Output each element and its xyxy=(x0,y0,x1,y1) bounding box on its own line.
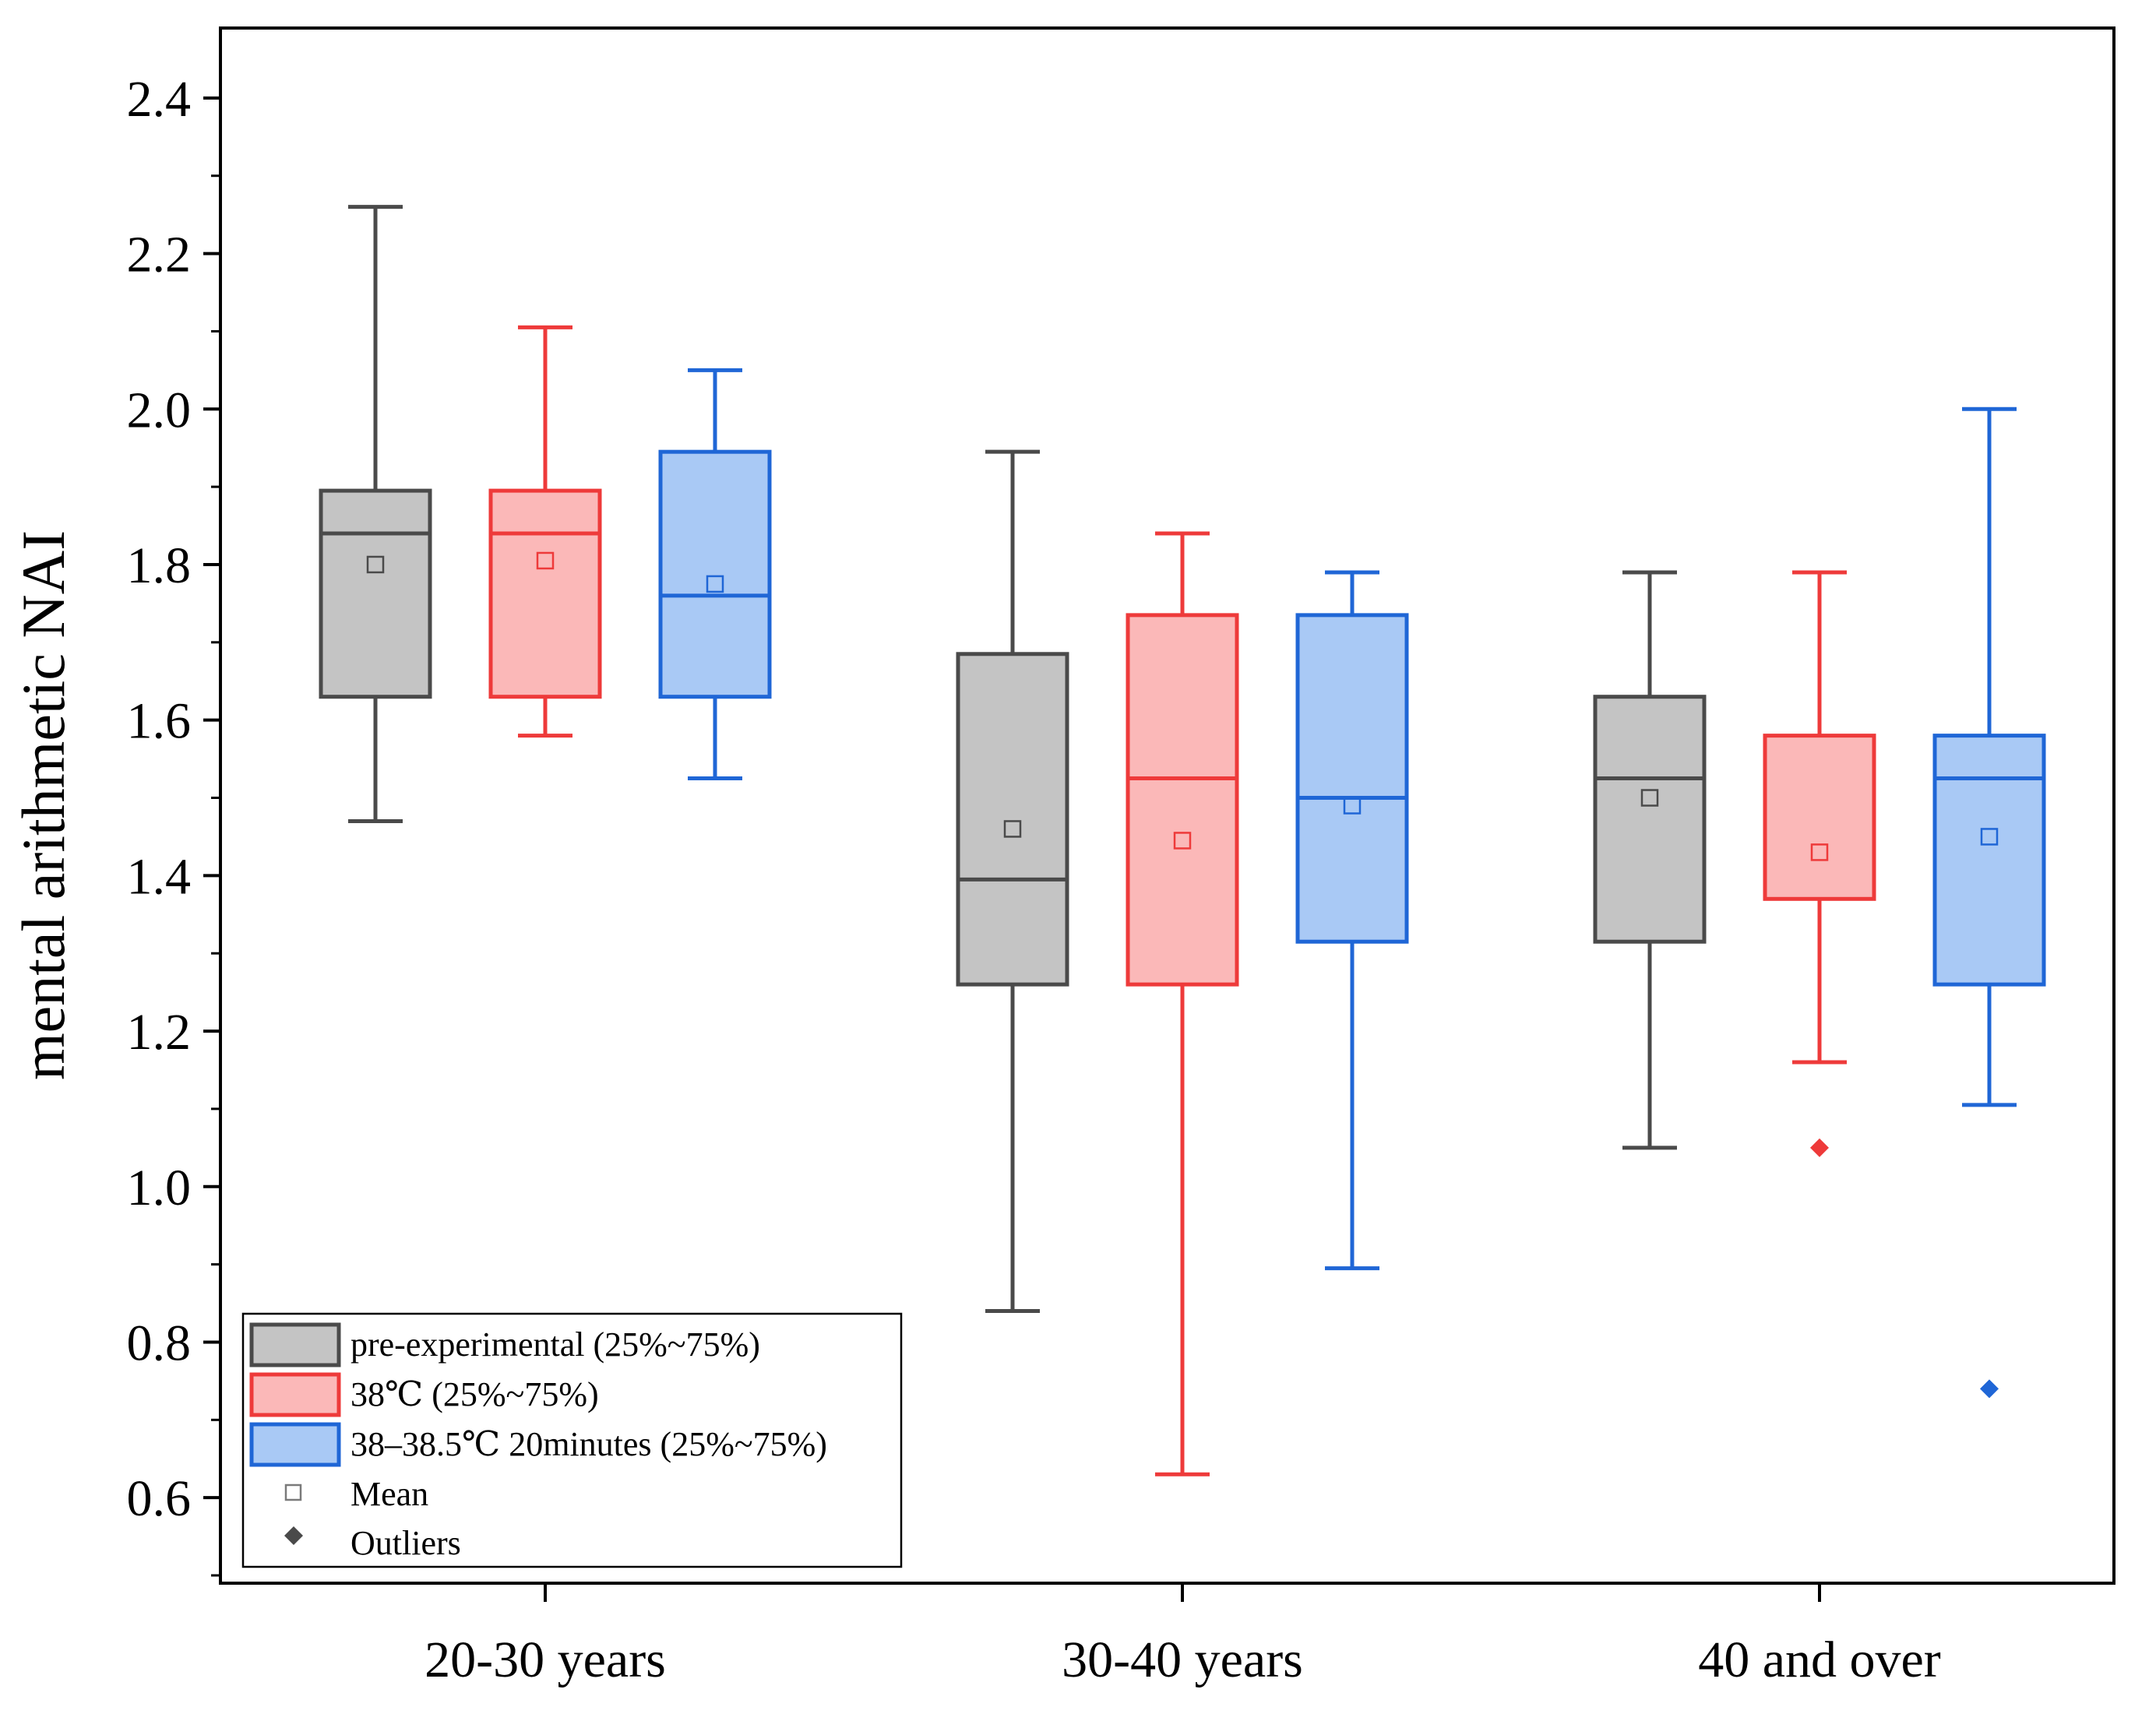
legend-item-mean: Mean xyxy=(284,1475,428,1513)
mean-marker xyxy=(1003,820,1022,838)
iqr-box xyxy=(488,488,602,699)
legend-label-38c: 38℃ (25%~75%) xyxy=(351,1375,599,1413)
x-category-label: 20-30 years xyxy=(425,1631,666,1688)
legend-label-mean: Mean xyxy=(351,1475,428,1513)
legend-item-outliers: Outliers xyxy=(284,1524,461,1562)
box-2-3 xyxy=(1763,570,1876,1157)
mean-marker xyxy=(1173,832,1192,850)
box-3-2 xyxy=(1295,570,1409,1271)
mean-marker xyxy=(1810,843,1829,861)
x-axis: 20-30 years 30-40 years 40 and over xyxy=(425,1583,1941,1688)
outlier-marker xyxy=(1980,1379,1999,1399)
iqr-box xyxy=(1126,613,1239,987)
y-tick-label: 1.2 xyxy=(127,1004,192,1061)
box-3-3 xyxy=(1932,407,2046,1399)
outlier-marker xyxy=(1810,1138,1829,1157)
legend: pre-experimental (25%~75%) 38℃ (25%~75%)… xyxy=(241,1312,903,1568)
mean-marker xyxy=(1980,828,1999,846)
legend-label-38-38-5c-20minutes: 38–38.5℃ 20minutes (25%~75%) xyxy=(351,1425,827,1463)
y-axis: 0.6 0.8 1.0 1.2 1.4 1.6 1.8 2.0 2.2 2.4 xyxy=(127,71,220,1577)
mean-marker xyxy=(366,555,385,574)
legend-frame xyxy=(241,1312,903,1568)
y-tick-label: 2.2 xyxy=(127,227,192,283)
legend-item-pre-experimental: pre-experimental (25%~75%) xyxy=(249,1322,760,1367)
box-3-1 xyxy=(658,368,772,781)
legend-label-pre-experimental: pre-experimental (25%~75%) xyxy=(351,1325,760,1364)
iqr-box xyxy=(956,652,1069,987)
box-1-1 xyxy=(319,205,432,823)
y-tick-label: 1.6 xyxy=(127,693,192,750)
mean-marker xyxy=(706,575,724,593)
legend-item-38-38-5c-20minutes: 38–38.5℃ 20minutes (25%~75%) xyxy=(249,1422,827,1467)
legend-mean-marker xyxy=(284,1483,302,1501)
box-2-2 xyxy=(1126,531,1239,1476)
box-1-2 xyxy=(956,449,1069,1314)
x-category-label: 40 and over xyxy=(1698,1631,1941,1688)
y-tick-label: 2.4 xyxy=(127,71,192,128)
iqr-box xyxy=(319,488,432,699)
box-2-1 xyxy=(488,325,602,738)
mean-marker xyxy=(1640,789,1659,807)
y-tick-label: 1.0 xyxy=(127,1160,192,1216)
x-category-label: 30-40 years xyxy=(1062,1631,1303,1688)
y-tick-label: 0.8 xyxy=(127,1315,192,1371)
iqr-box xyxy=(658,449,772,699)
y-tick-label: 2.0 xyxy=(127,382,192,438)
iqr-box xyxy=(1932,734,2046,987)
y-tick-label: 0.6 xyxy=(127,1470,192,1527)
box-groups xyxy=(319,205,2046,1476)
legend-swatch-pre-experimental xyxy=(249,1322,341,1367)
legend-label-outliers: Outliers xyxy=(351,1524,461,1562)
legend-item-38c: 38℃ (25%~75%) xyxy=(249,1372,599,1417)
iqr-box xyxy=(1593,695,1707,944)
legend-outlier-marker xyxy=(284,1526,303,1545)
y-axis-title: mental arithmetic NAI xyxy=(9,530,77,1080)
y-tick-label: 1.8 xyxy=(127,537,192,594)
iqr-box xyxy=(1295,613,1409,944)
y-tick-label: 1.4 xyxy=(127,848,192,905)
legend-swatch-38c xyxy=(249,1372,341,1417)
mean-marker xyxy=(1343,797,1362,815)
mean-marker xyxy=(536,551,555,570)
iqr-box xyxy=(1763,734,1876,901)
plot-frame xyxy=(219,26,2115,1585)
box-1-3 xyxy=(1593,570,1707,1150)
legend-swatch-38-38-5c-20minutes xyxy=(249,1422,341,1467)
